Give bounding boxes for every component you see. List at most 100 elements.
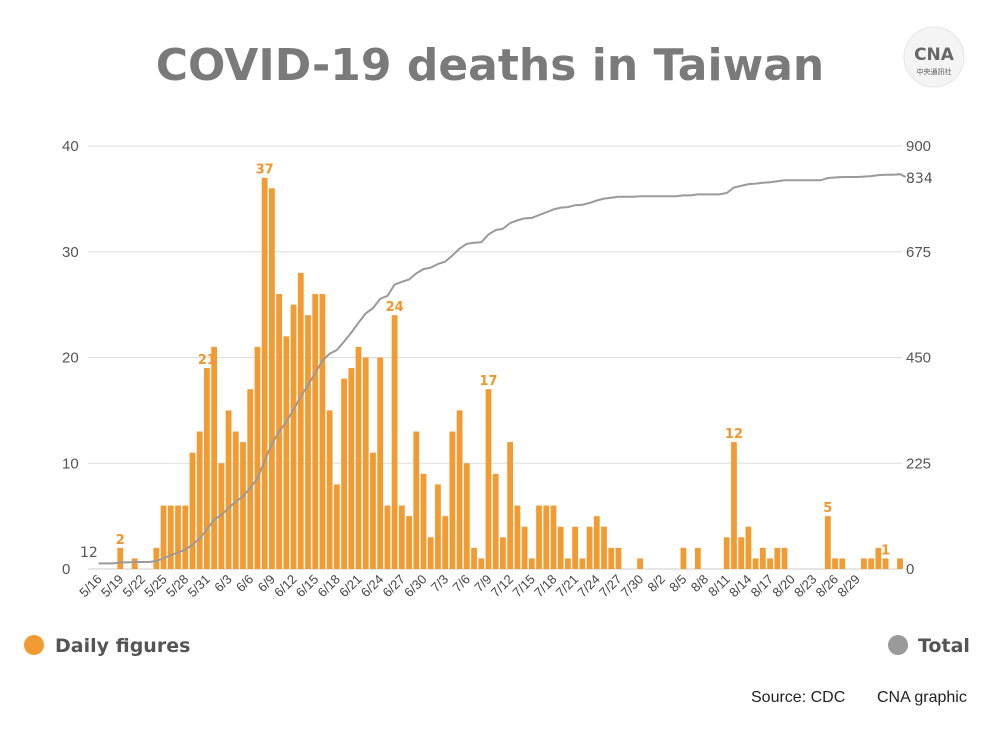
legend-total-swatch bbox=[888, 635, 908, 655]
bar bbox=[572, 526, 579, 569]
bar bbox=[694, 547, 701, 569]
cna-logo: CNA 中央通訊社 bbox=[903, 26, 965, 88]
bar bbox=[131, 558, 138, 569]
x-tick-label: 8/29 bbox=[834, 572, 863, 601]
bar bbox=[615, 547, 622, 569]
bar bbox=[391, 315, 398, 569]
bar bbox=[471, 547, 477, 569]
y-left-tick-label: 30 bbox=[62, 244, 79, 261]
legend: Daily figures Total bbox=[24, 635, 970, 657]
bar bbox=[774, 547, 781, 569]
bar bbox=[268, 188, 275, 570]
bar bbox=[550, 505, 557, 569]
bar bbox=[449, 431, 456, 569]
bar bbox=[456, 410, 463, 569]
y-left-tick-label: 10 bbox=[62, 455, 79, 472]
bar bbox=[225, 410, 232, 569]
bar bbox=[731, 442, 737, 569]
x-tick-label: 7/30 bbox=[618, 572, 647, 601]
x-tick-label: 7/3 bbox=[428, 572, 451, 595]
bar bbox=[182, 505, 189, 569]
bar bbox=[492, 473, 499, 569]
bar bbox=[897, 558, 903, 569]
x-tick-label: 6/3 bbox=[211, 572, 234, 595]
bar bbox=[536, 505, 542, 569]
bar bbox=[427, 537, 434, 569]
bar bbox=[355, 346, 362, 569]
bar bbox=[752, 558, 759, 569]
bar bbox=[348, 368, 355, 569]
chart-title: COVID-19 deaths in Taiwan bbox=[156, 40, 825, 91]
legend-total-label: Total bbox=[918, 635, 970, 657]
bar bbox=[767, 558, 773, 569]
legend-daily-label: Daily figures bbox=[55, 635, 190, 657]
bar bbox=[312, 294, 319, 569]
bar bbox=[326, 410, 333, 569]
bar bbox=[875, 547, 882, 569]
data-label: 12 bbox=[725, 427, 743, 442]
total-end-label: 834 bbox=[906, 171, 933, 187]
bar bbox=[521, 526, 528, 569]
bar bbox=[211, 346, 218, 569]
bar bbox=[514, 505, 521, 569]
logo-circle-icon bbox=[903, 26, 965, 88]
y-right-tick-label: 675 bbox=[906, 244, 931, 261]
data-label: 24 bbox=[386, 300, 404, 315]
bar bbox=[362, 357, 369, 569]
bar bbox=[377, 357, 384, 569]
bar bbox=[824, 516, 831, 569]
x-tick-label: 8/5 bbox=[666, 572, 689, 595]
bar bbox=[500, 537, 506, 569]
total-line bbox=[98, 173, 907, 565]
bar bbox=[637, 558, 644, 569]
bar bbox=[868, 558, 875, 569]
bar bbox=[254, 346, 261, 569]
bar bbox=[189, 452, 196, 569]
bar bbox=[478, 558, 485, 569]
data-label: 1 bbox=[881, 543, 890, 558]
bar bbox=[175, 505, 181, 569]
bar bbox=[204, 368, 210, 569]
logo-mark: CNA bbox=[914, 45, 955, 65]
bar bbox=[759, 547, 766, 569]
bar bbox=[781, 547, 788, 569]
bar bbox=[297, 272, 304, 569]
bar bbox=[261, 177, 268, 569]
x-tick-label: 7/6 bbox=[450, 572, 473, 595]
bar bbox=[507, 442, 514, 569]
x-tick-label: 5/31 bbox=[185, 572, 214, 601]
bar bbox=[406, 516, 412, 569]
bar bbox=[485, 389, 492, 569]
y-right-tick-label: 900 bbox=[906, 138, 931, 155]
y-right-tick-label: 450 bbox=[906, 350, 931, 367]
logo-text: 中央通訊社 bbox=[917, 67, 952, 76]
data-label: 17 bbox=[479, 374, 497, 389]
y-axis-right: 0 225 450 675 900 bbox=[906, 138, 931, 578]
bar bbox=[232, 431, 239, 569]
data-label: 5 bbox=[823, 501, 832, 516]
bar bbox=[557, 526, 564, 569]
bar bbox=[247, 389, 254, 569]
bar bbox=[463, 463, 470, 569]
bar bbox=[723, 537, 730, 569]
bar bbox=[745, 526, 752, 569]
y-axis-left: 0 10 20 30 40 bbox=[62, 138, 79, 578]
bar bbox=[305, 315, 311, 569]
y-right-tick-label: 0 bbox=[906, 561, 914, 578]
bar bbox=[117, 547, 124, 569]
bar bbox=[586, 526, 593, 569]
bar bbox=[738, 537, 745, 569]
legend-daily-swatch bbox=[24, 635, 44, 655]
bar bbox=[861, 558, 867, 569]
bar bbox=[601, 526, 607, 569]
data-label: 2 bbox=[116, 533, 125, 548]
y-right-tick-label: 225 bbox=[906, 455, 931, 472]
x-tick-label: 6/30 bbox=[401, 572, 430, 601]
data-label: 21 bbox=[198, 353, 216, 368]
data-label: 37 bbox=[256, 163, 274, 178]
bar bbox=[167, 505, 174, 569]
y-left-tick-label: 20 bbox=[62, 350, 79, 367]
bar bbox=[882, 558, 889, 569]
source-text: Source: CDC bbox=[751, 689, 845, 706]
